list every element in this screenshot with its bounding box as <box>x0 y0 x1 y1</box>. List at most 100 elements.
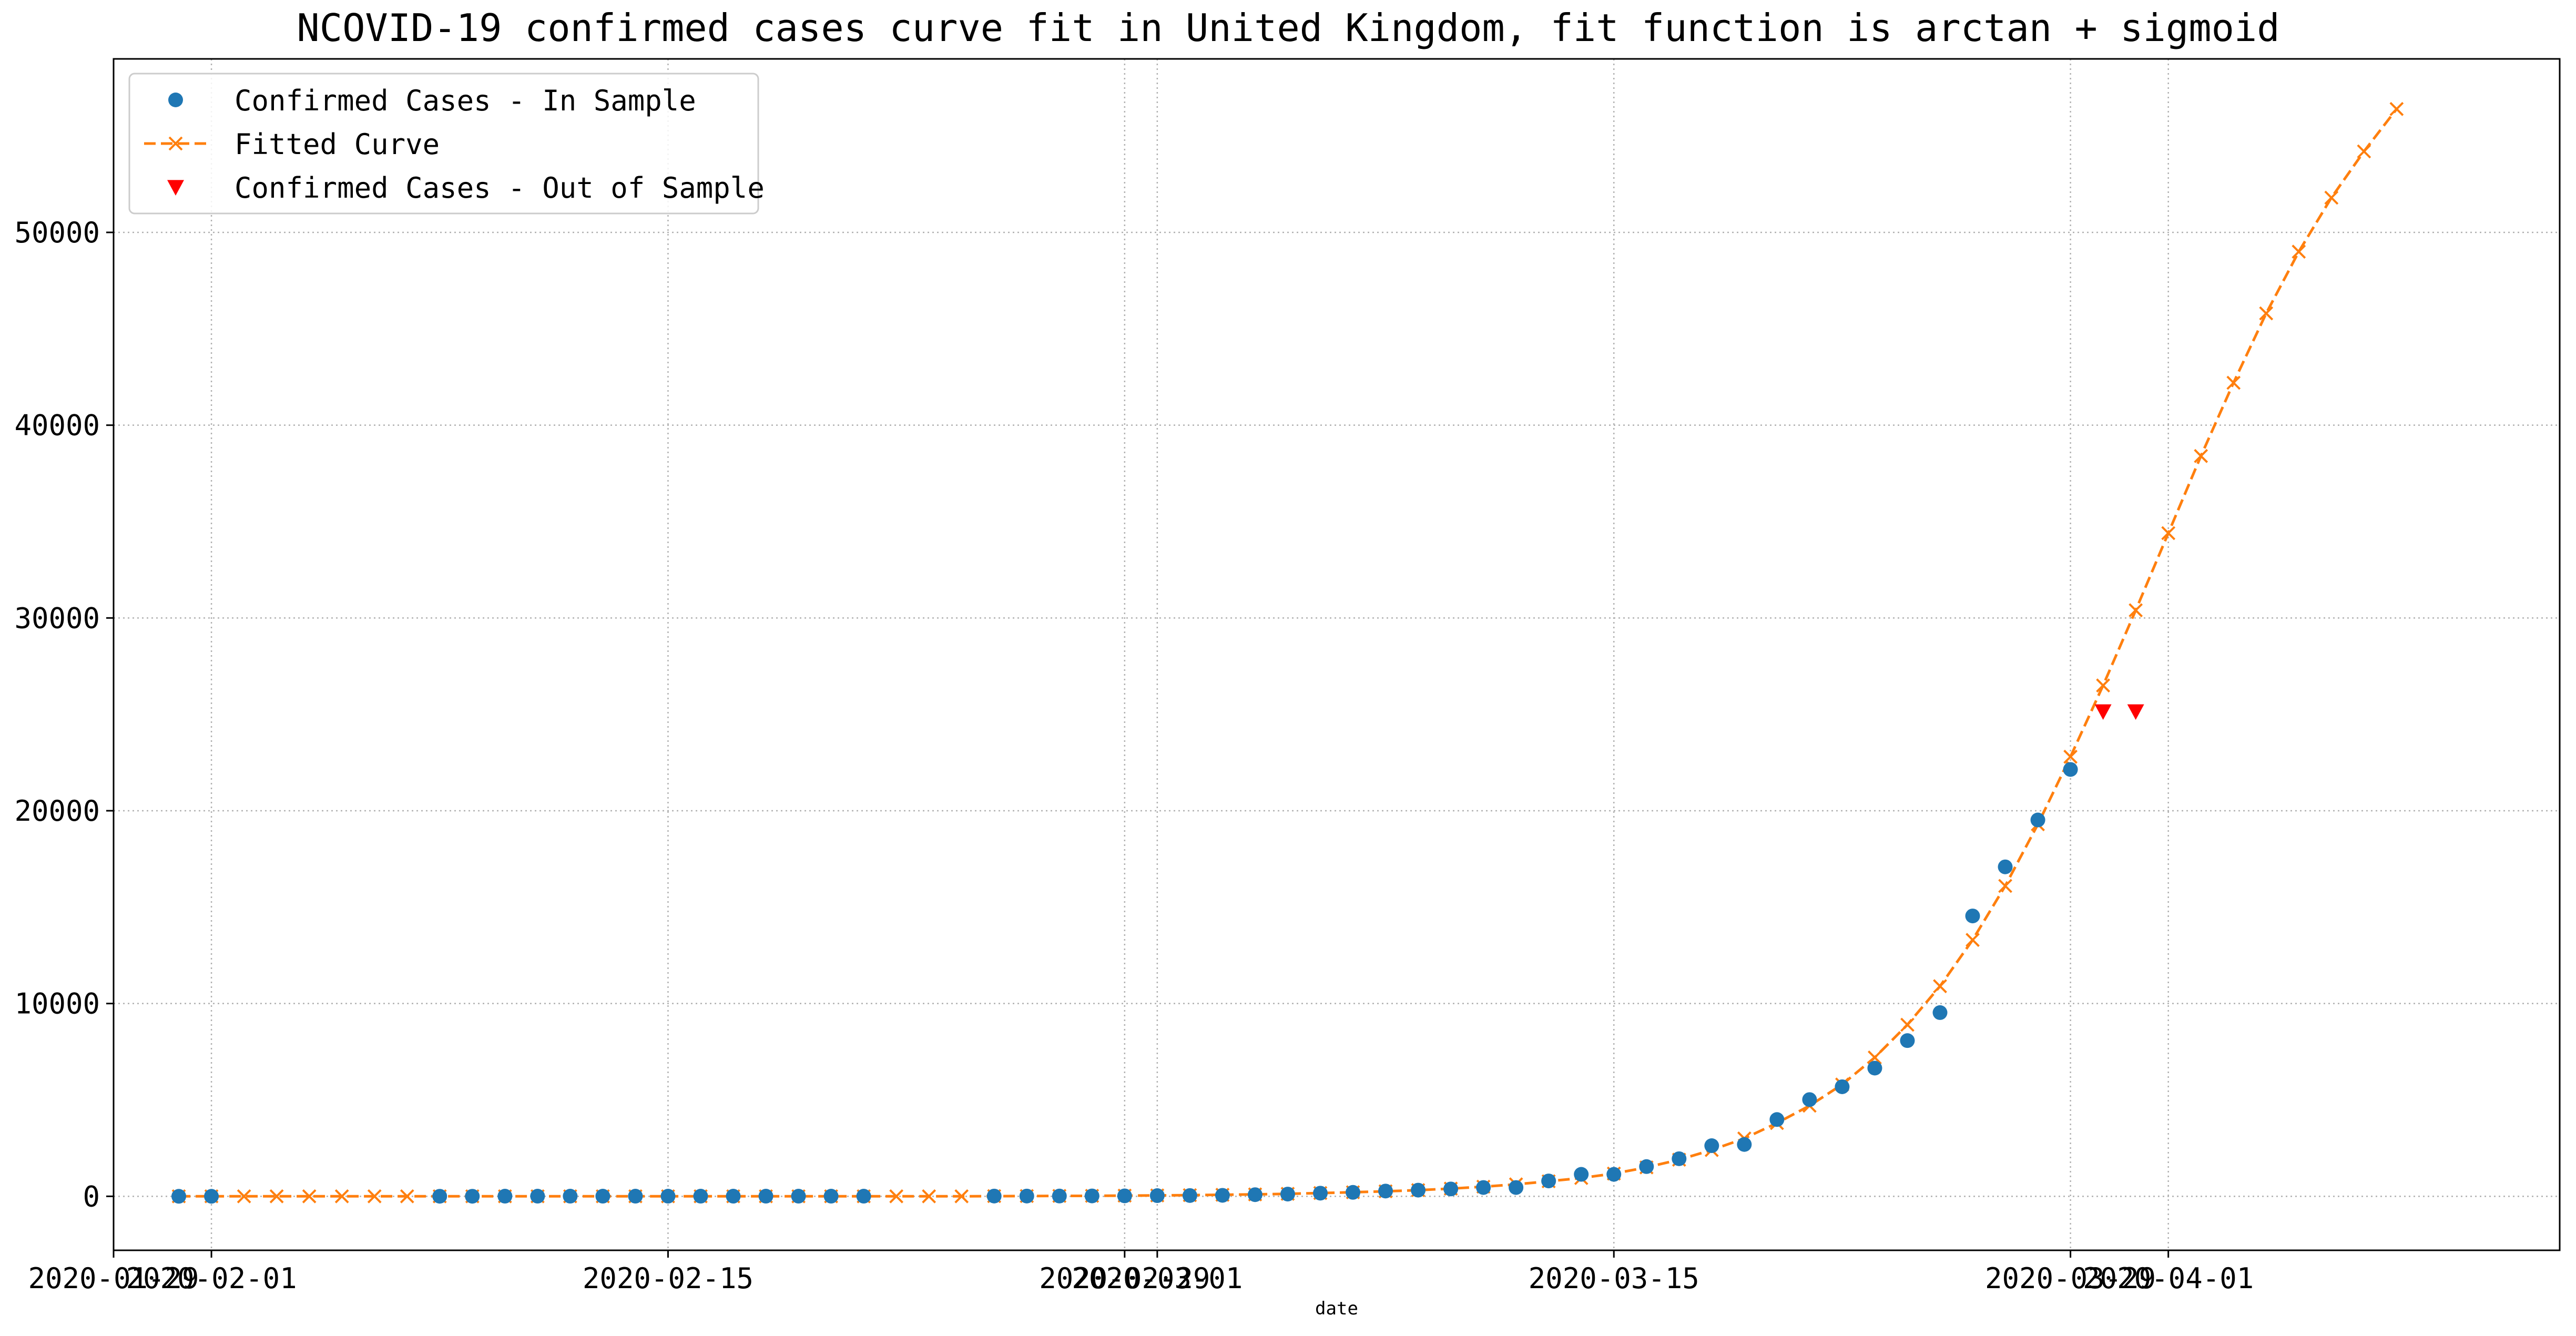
in-sample-point <box>563 1189 578 1204</box>
in-sample-point <box>1769 1112 1785 1127</box>
x-tick-label: 2020-03-01 <box>1072 1262 1243 1295</box>
in-sample-point <box>1900 1033 1915 1048</box>
in-sample-point <box>1117 1188 1132 1204</box>
in-sample-point <box>1835 1079 1850 1094</box>
out-of-sample-point <box>2094 704 2112 720</box>
y-tick-label: 50000 <box>14 216 100 249</box>
in-sample-point <box>1052 1188 1067 1204</box>
in-sample-point <box>2030 812 2045 828</box>
in-sample-point <box>1019 1188 1034 1204</box>
x-tick-label: 2020-03-29 <box>1985 1262 2156 1295</box>
fitted-curve-point <box>954 1189 969 1204</box>
in-sample-point <box>171 1189 187 1204</box>
in-sample-point <box>1149 1188 1165 1204</box>
fitted-curve-point <box>1900 1017 1915 1032</box>
in-sample-point <box>465 1189 480 1204</box>
x-tick-label: 2020-02-01 <box>126 1262 297 1295</box>
in-sample-point <box>1280 1187 1295 1202</box>
y-tick-label: 0 <box>83 1180 100 1213</box>
in-sample-point <box>1704 1138 1719 1154</box>
legend-marker <box>168 93 183 107</box>
in-sample-point <box>1509 1180 1524 1195</box>
in-sample-point <box>856 1189 871 1204</box>
in-sample-point <box>1215 1188 1230 1203</box>
legend: Confirmed Cases - In Sample Fitted Curve C… <box>128 73 765 215</box>
fitted-curve-point <box>400 1189 414 1204</box>
in-sample-point <box>1867 1060 1882 1076</box>
legend-label: Fitted Curve <box>235 128 440 161</box>
legend-marker <box>167 180 184 196</box>
in-sample-point <box>1606 1167 1622 1182</box>
in-sample-point <box>530 1189 545 1204</box>
fitted-curve-point <box>2226 375 2241 390</box>
in-sample-point <box>660 1189 676 1204</box>
plot-frame <box>113 58 2561 1251</box>
in-sample-point <box>1378 1184 1393 1199</box>
x-axis-label: date <box>1315 1298 1358 1319</box>
in-sample-point <box>1965 909 1980 924</box>
fitted-curve-point <box>2324 190 2339 205</box>
in-sample-point <box>1639 1159 1654 1174</box>
fitted-curve-point <box>237 1189 251 1204</box>
in-sample-point <box>2063 762 2078 777</box>
in-sample-point <box>823 1189 839 1204</box>
in-sample-point <box>726 1189 741 1204</box>
y-tick-label: 20000 <box>14 794 100 828</box>
fitted-curve-point <box>1998 879 2012 893</box>
fitted-curve-point <box>922 1189 936 1204</box>
in-sample-point <box>791 1189 806 1204</box>
legend-label: Confirmed Cases - In Sample <box>235 84 696 117</box>
fitted-curve-point <box>367 1189 382 1204</box>
in-sample-point <box>1998 859 2013 874</box>
legend-marker <box>168 136 183 151</box>
in-sample-point <box>628 1189 643 1204</box>
fitted-curve-point <box>1868 1050 1882 1065</box>
in-sample-point <box>1541 1174 1556 1189</box>
fitted-curve-point <box>2129 603 2143 618</box>
chart-title: NCOVID-19 confirmed cases curve fit in U… <box>297 6 2279 50</box>
in-sample-point <box>432 1189 447 1204</box>
fitted-curve-point <box>269 1189 284 1204</box>
legend-label: Confirmed Cases - Out of Sample <box>235 171 765 205</box>
fitted-curve-point <box>302 1189 317 1204</box>
in-sample-point <box>1084 1188 1099 1204</box>
in-sample-point <box>204 1189 219 1204</box>
in-sample-point <box>1411 1182 1426 1198</box>
in-sample-point <box>1672 1151 1687 1166</box>
fitted-curve-point <box>2063 749 2078 764</box>
in-sample-point <box>1312 1186 1328 1201</box>
in-sample-point <box>986 1188 1002 1204</box>
fitted-curve-point <box>2389 101 2404 116</box>
fitted-curve-point <box>2259 306 2274 321</box>
x-tick-label: 2020-03-15 <box>1529 1262 1699 1295</box>
in-sample-point <box>1932 1005 1948 1020</box>
y-tick-label: 40000 <box>14 409 100 442</box>
x-tick-label: 2020-02-15 <box>583 1262 754 1295</box>
fitted-curve-line <box>179 108 2398 1198</box>
x-tick-label: 2020-01-29 <box>28 1262 199 1295</box>
in-sample-point <box>693 1189 708 1204</box>
out-of-sample-point <box>2127 704 2144 720</box>
in-sample-point <box>1476 1180 1491 1195</box>
in-sample-point <box>1182 1188 1197 1203</box>
plot-data <box>171 101 2404 1204</box>
in-sample-point <box>595 1189 610 1204</box>
in-sample-point <box>497 1189 513 1204</box>
y-tick-label: 30000 <box>14 601 100 635</box>
fitted-curve-point <box>1966 933 1980 947</box>
in-sample-point <box>758 1189 773 1204</box>
in-sample-point <box>1802 1092 1817 1107</box>
x-tick-label: 2020-02-29 <box>1039 1262 1210 1295</box>
y-tick-label: 10000 <box>14 987 100 1021</box>
in-sample-point <box>1443 1181 1459 1197</box>
x-tick-label: 2020-04-01 <box>2083 1262 2254 1295</box>
in-sample-point <box>1247 1187 1262 1202</box>
fitted-curve-point <box>2096 678 2111 693</box>
fitted-curve-point <box>2194 448 2208 463</box>
in-sample-point <box>1737 1137 1752 1152</box>
fitted-curve-point <box>334 1189 349 1204</box>
